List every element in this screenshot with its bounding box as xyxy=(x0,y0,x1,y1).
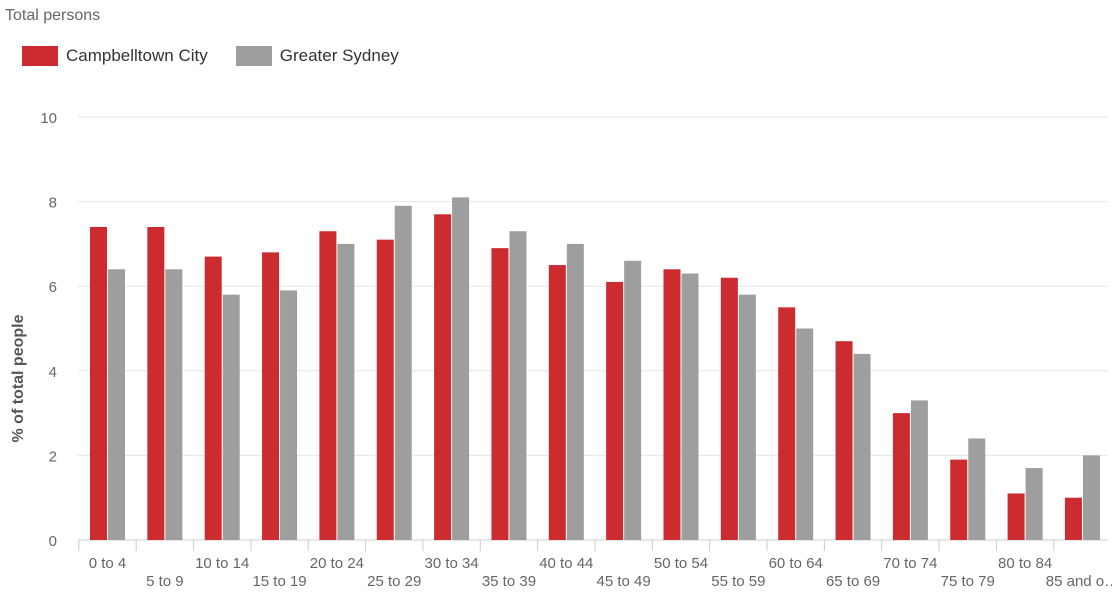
bar-greater-sydney xyxy=(222,294,240,540)
bar-campbelltown xyxy=(1007,493,1025,540)
bar-campbelltown xyxy=(720,277,738,540)
y-tick-label: 8 xyxy=(49,195,57,212)
x-tick-label: 70 to 74 xyxy=(883,555,937,572)
bar-campbelltown xyxy=(147,226,165,541)
x-tick-label: 40 to 44 xyxy=(539,555,593,572)
bar-campbelltown xyxy=(663,269,681,540)
y-tick-label: 10 xyxy=(40,110,57,127)
bar-campbelltown xyxy=(262,252,280,541)
x-tick-label: 80 to 84 xyxy=(998,555,1052,572)
bar-greater-sydney xyxy=(796,328,814,540)
x-tick-label: 20 to 24 xyxy=(310,555,364,572)
x-tick-label: 50 to 54 xyxy=(654,555,708,572)
x-tick-label: 65 to 69 xyxy=(826,573,880,590)
x-tick-label: 75 to 79 xyxy=(941,573,995,590)
y-tick-label: 0 xyxy=(49,533,57,550)
legend-swatch-campbelltown xyxy=(22,46,58,66)
bar-greater-sydney xyxy=(624,260,642,540)
y-tick-label: 2 xyxy=(49,448,57,465)
legend-label-campbelltown: Campbelltown City xyxy=(66,46,208,65)
bar-campbelltown xyxy=(892,413,910,540)
bar-campbelltown xyxy=(319,231,337,540)
bar-campbelltown xyxy=(548,265,566,540)
bar-greater-sydney xyxy=(394,205,412,540)
bar-greater-sydney xyxy=(337,243,355,540)
x-tick-label: 45 to 49 xyxy=(597,573,651,590)
bar-campbelltown xyxy=(434,214,452,541)
x-tick-label: 55 to 59 xyxy=(711,573,765,590)
bar-greater-sydney xyxy=(509,231,527,540)
bar-greater-sydney xyxy=(910,400,928,540)
x-tick-label: 5 to 9 xyxy=(146,573,184,590)
x-tick-label: 30 to 34 xyxy=(424,555,478,572)
x-tick-label: 35 to 39 xyxy=(482,573,536,590)
x-tick-label: 60 to 64 xyxy=(769,555,823,572)
x-tick-label: 85 and o… xyxy=(1046,573,1112,590)
bar-campbelltown xyxy=(950,459,968,540)
bar-greater-sydney xyxy=(165,269,183,540)
bar-campbelltown xyxy=(376,239,394,541)
bar-campbelltown xyxy=(204,256,222,540)
bar-campbelltown xyxy=(778,307,796,540)
x-tick-label: 25 to 29 xyxy=(367,573,421,590)
x-tick-label: 0 to 4 xyxy=(89,555,127,572)
bar-greater-sydney xyxy=(452,197,470,540)
y-tick-label: 4 xyxy=(49,364,57,381)
legend-item-campbelltown[interactable]: Campbelltown City xyxy=(22,46,208,66)
bar-greater-sydney xyxy=(968,438,986,540)
bar-campbelltown xyxy=(1064,497,1082,540)
legend-item-greater-sydney[interactable]: Greater Sydney xyxy=(235,46,399,66)
bar-campbelltown xyxy=(835,341,853,540)
x-tick-label: 10 to 14 xyxy=(195,555,249,572)
bar-greater-sydney xyxy=(108,269,125,540)
bar-greater-sydney xyxy=(853,353,871,540)
legend-swatch-greater-sydney xyxy=(235,46,272,66)
bar-campbelltown xyxy=(90,226,107,541)
chart-legend: Campbelltown City Greater Sydney xyxy=(22,46,427,66)
bar-greater-sydney xyxy=(681,273,699,540)
legend-label-greater-sydney: Greater Sydney xyxy=(279,46,399,65)
bar-greater-sydney xyxy=(280,290,298,540)
x-tick-label: 15 to 19 xyxy=(252,573,306,590)
y-tick-label: 6 xyxy=(49,279,57,296)
y-axis-title: % of total people xyxy=(10,314,27,442)
bar-greater-sydney xyxy=(1082,455,1100,540)
chart-subtitle: Total persons xyxy=(5,7,101,24)
bar-greater-sydney xyxy=(1025,468,1043,540)
bar-greater-sydney xyxy=(566,243,584,540)
bar-campbelltown xyxy=(606,281,624,540)
bar-campbelltown xyxy=(491,248,509,540)
bar-greater-sydney xyxy=(738,294,756,540)
